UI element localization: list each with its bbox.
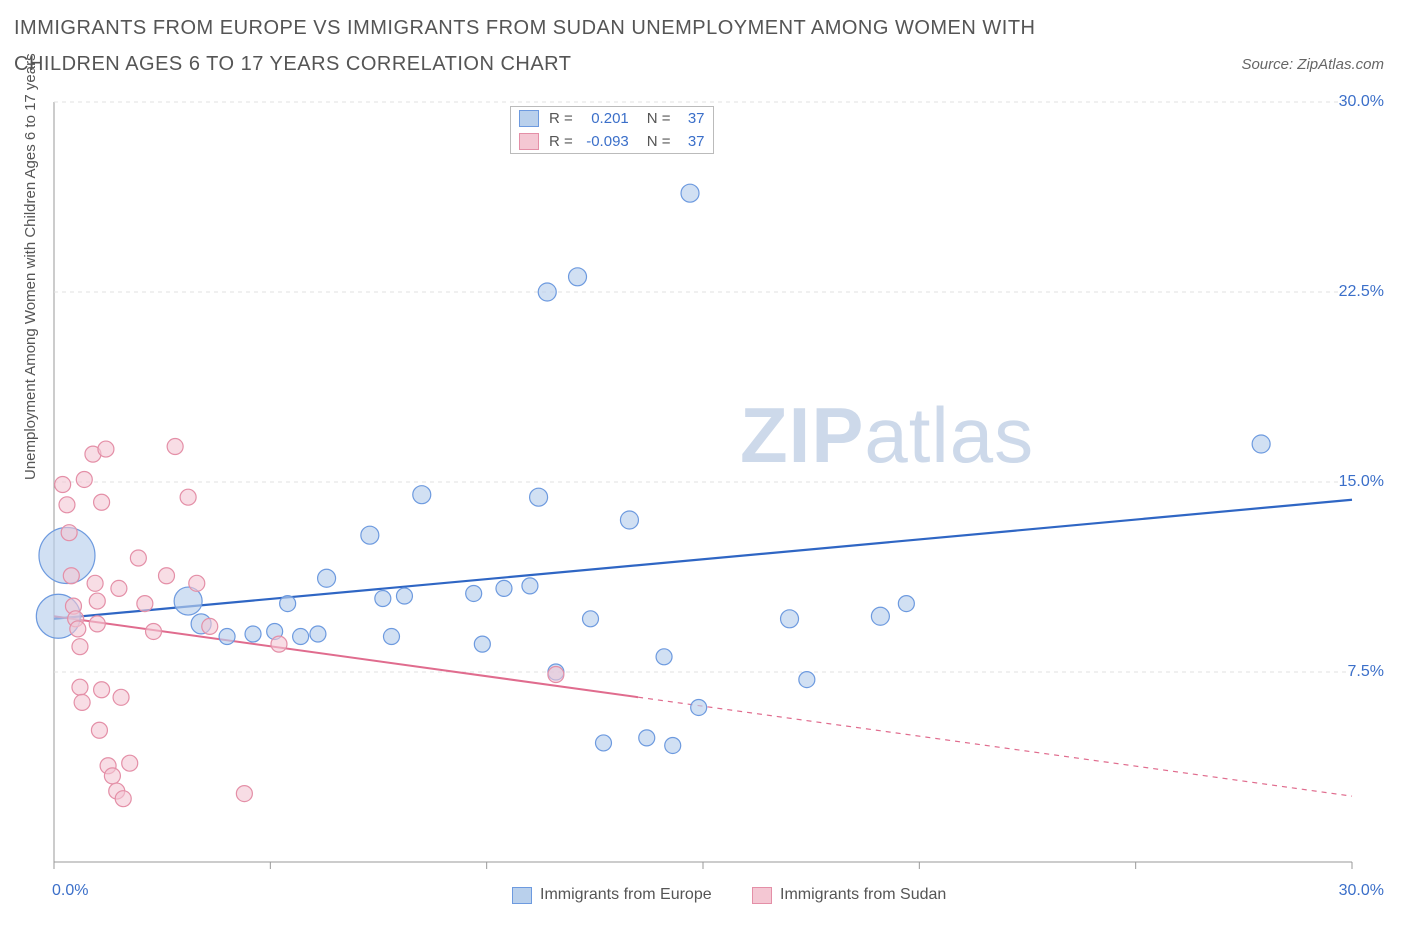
x-tick-label: 0.0% (52, 882, 88, 900)
legend-swatch (752, 887, 772, 904)
legend-r-value: 0.201 (573, 110, 629, 127)
legend-row: R =0.201 N =37 (511, 107, 713, 130)
series-legend-label: Immigrants from Sudan (780, 886, 946, 904)
legend-n-label: N = (647, 133, 671, 150)
legend-n-label: N = (647, 110, 671, 127)
legend-r-label: R = (549, 110, 573, 127)
y-tick-label: 15.0% (1339, 473, 1384, 491)
legend-r-value: -0.093 (573, 133, 629, 150)
correlation-legend: R =0.201 N =37 R =-0.093 N =37 (510, 106, 714, 154)
legend-row: R =-0.093 N =37 (511, 130, 713, 153)
y-tick-label: 30.0% (1339, 93, 1384, 111)
legend-swatch (519, 133, 539, 150)
legend-swatch (512, 887, 532, 904)
series-legend-item: Immigrants from Sudan (752, 886, 946, 904)
series-legend-label: Immigrants from Europe (540, 886, 712, 904)
y-tick-label: 7.5% (1348, 663, 1384, 681)
y-tick-label: 22.5% (1339, 283, 1384, 301)
x-tick-label: 30.0% (1339, 882, 1384, 900)
legend-n-value: 37 (671, 110, 705, 127)
series-legend-item: Immigrants from Europe (512, 886, 712, 904)
legend-r-label: R = (549, 133, 573, 150)
legend-swatch (519, 110, 539, 127)
legend-n-value: 37 (671, 133, 705, 150)
